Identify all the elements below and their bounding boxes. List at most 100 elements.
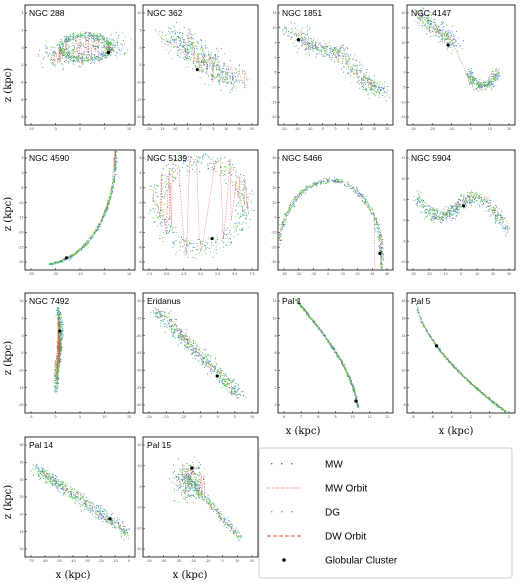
mw-point xyxy=(242,82,244,84)
dg-point xyxy=(444,40,446,42)
mw-point xyxy=(188,244,190,246)
mw-point xyxy=(102,215,104,217)
mw-point xyxy=(235,230,237,232)
dg-point xyxy=(469,201,471,202)
mw-point xyxy=(222,65,224,67)
dg-point xyxy=(90,33,92,35)
mw-point xyxy=(502,216,504,218)
mw-point xyxy=(307,189,308,191)
dg-point xyxy=(374,89,376,91)
mw-point xyxy=(59,46,61,47)
mw-point xyxy=(483,84,484,86)
dg-point xyxy=(367,93,369,95)
dg-point xyxy=(101,219,103,221)
dg-point xyxy=(362,89,364,91)
mw-point xyxy=(294,46,295,48)
mw-point xyxy=(493,85,495,87)
dg-point xyxy=(112,186,114,188)
dg-point xyxy=(306,34,308,36)
dg-point xyxy=(242,189,244,191)
dg-point xyxy=(497,73,499,75)
dg-point xyxy=(474,201,475,203)
dg-point xyxy=(97,56,99,58)
dg-point xyxy=(492,206,494,208)
dg-point xyxy=(243,185,245,187)
dg-point xyxy=(299,190,301,192)
dg-point xyxy=(376,220,378,222)
mw-point xyxy=(203,61,205,63)
mw-point xyxy=(123,52,125,54)
mw-point xyxy=(453,38,454,40)
mw-point xyxy=(93,32,95,34)
dg-point xyxy=(87,35,89,37)
mw-point xyxy=(434,217,436,219)
dg-point xyxy=(434,209,436,211)
mw-point xyxy=(89,33,91,35)
dg-point xyxy=(240,216,241,218)
mw-point xyxy=(483,85,485,87)
dg-point xyxy=(369,205,370,206)
mw-point xyxy=(57,386,59,388)
dg-point xyxy=(361,84,363,86)
dg-point xyxy=(485,201,487,203)
mw-point xyxy=(193,51,195,53)
mw-point xyxy=(163,221,165,223)
dg-point xyxy=(367,205,369,207)
mw-point xyxy=(183,160,185,162)
dg-point xyxy=(487,84,489,85)
mw-point xyxy=(169,174,171,175)
mw-point xyxy=(77,57,79,58)
dg-point xyxy=(160,208,162,210)
x-tick-label: 10 xyxy=(127,127,131,131)
mw-point xyxy=(85,244,87,246)
dg-point xyxy=(194,171,196,173)
x-tick-label: 40 xyxy=(385,272,389,276)
dg-point xyxy=(310,45,312,47)
mw-point xyxy=(374,223,376,225)
dg-point xyxy=(379,235,381,236)
dg-point xyxy=(251,209,253,211)
mw-point xyxy=(432,216,433,218)
dg-point xyxy=(381,267,383,269)
mw-point xyxy=(165,185,166,187)
mw-point xyxy=(435,218,437,220)
dg-point xyxy=(364,77,366,79)
mw-point xyxy=(284,214,286,215)
dg-point xyxy=(223,67,225,69)
dg-point xyxy=(87,241,89,243)
mw-point xyxy=(186,55,188,57)
dg-point xyxy=(372,214,374,216)
mw-point xyxy=(54,51,56,53)
mw-point xyxy=(350,75,352,77)
dg-point xyxy=(380,246,382,248)
dg-point xyxy=(212,58,214,60)
dg-point xyxy=(192,34,194,36)
mw-point xyxy=(222,72,224,74)
mw-point xyxy=(98,59,99,61)
dg-point xyxy=(348,69,350,71)
dg-point xyxy=(76,59,78,61)
dg-point xyxy=(509,228,511,230)
dg-point xyxy=(302,192,304,194)
dg-point xyxy=(442,41,444,42)
dg-point xyxy=(380,260,382,262)
dg-point xyxy=(429,24,431,26)
dg-point xyxy=(306,188,308,189)
mw-point xyxy=(219,83,221,85)
mw-point xyxy=(305,189,307,191)
dg-point xyxy=(53,262,55,264)
mw-point xyxy=(118,36,119,38)
mw-point xyxy=(81,44,82,46)
dg-point xyxy=(470,83,472,85)
dg-point xyxy=(472,192,473,193)
mw-point xyxy=(344,185,346,187)
dg-point xyxy=(475,193,477,195)
mw-point xyxy=(249,218,251,220)
dg-point xyxy=(495,214,497,216)
globular-cluster-marker xyxy=(461,204,466,208)
dg-point xyxy=(445,38,446,40)
mw-point xyxy=(442,22,444,23)
mw-point xyxy=(429,20,431,22)
panel-frame xyxy=(142,149,259,271)
mw-point xyxy=(249,193,251,195)
